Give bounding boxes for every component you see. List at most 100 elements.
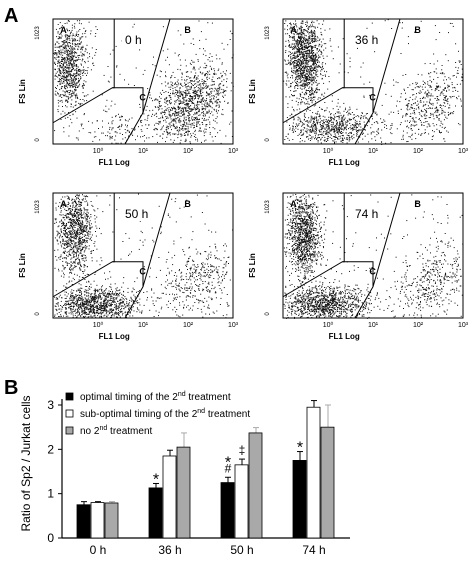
scatter-point [68, 46, 70, 48]
scatter-point [74, 230, 76, 232]
scatter-point [297, 70, 299, 72]
scatter-point [205, 74, 207, 76]
scatter-point [67, 76, 69, 78]
scatter-point [75, 101, 77, 103]
scatter-point [165, 102, 167, 104]
scatter-point [215, 54, 217, 56]
scatter-point [343, 110, 345, 112]
scatter-point [164, 98, 165, 100]
scatter-point [145, 124, 147, 126]
scatter-point [345, 132, 347, 134]
scatter-point [69, 248, 71, 250]
scatter-point [318, 64, 320, 66]
scatter-point [428, 84, 430, 86]
scatter-point [289, 44, 291, 46]
scatter-point [334, 133, 336, 135]
scatter-point [428, 91, 430, 93]
scatter-point [384, 120, 386, 122]
scatter-point [333, 119, 335, 121]
scatter-point [376, 134, 378, 136]
scatter-point [186, 79, 188, 80]
scatter-point [188, 103, 190, 105]
scatter-point [299, 48, 300, 50]
scatter-point [78, 75, 80, 76]
scatter-point [78, 194, 80, 196]
scatter-point [224, 73, 226, 74]
scatter-point [229, 123, 231, 125]
scatter-point [170, 98, 172, 100]
scatter-point [369, 94, 371, 96]
scatter-point [168, 132, 170, 134]
scatter-point [436, 124, 438, 126]
scatter-point [67, 75, 69, 76]
scatter-point [304, 127, 306, 129]
scatter-point [65, 36, 67, 38]
scatter-point [343, 127, 345, 129]
scatter-point [314, 137, 316, 139]
scatter-point [69, 73, 71, 75]
scatter-point [322, 38, 324, 40]
scatter-point [347, 139, 349, 141]
scatter-point [315, 135, 316, 137]
scatter-point [92, 63, 94, 65]
scatter-point [180, 133, 182, 135]
scatter-point [199, 114, 201, 116]
scatter-point [288, 61, 290, 63]
scatter-point [414, 124, 416, 126]
scatter-point [350, 128, 352, 130]
scatter-point [165, 121, 167, 123]
scatter-point [81, 225, 83, 227]
scatter-point [187, 103, 189, 104]
scatter-point [81, 60, 83, 62]
scatter-point [393, 111, 395, 113]
scatter-point [443, 138, 445, 140]
scatter-point [416, 82, 418, 84]
scatter-point [65, 67, 67, 68]
scatter-point [284, 71, 286, 73]
scatter-point [298, 56, 299, 57]
scatter-point [298, 52, 300, 54]
scatter-point [62, 77, 64, 79]
scatter-point [94, 35, 96, 37]
scatter-point [440, 132, 441, 134]
scatter-point [175, 112, 177, 114]
scatter-point [418, 112, 420, 113]
scatter-point [194, 96, 196, 97]
scatter-point [309, 134, 311, 136]
scatter-point [205, 119, 207, 121]
scatter-point [63, 127, 65, 129]
scatter-point [159, 122, 161, 124]
scatter-point [331, 126, 333, 128]
scatter-point [321, 136, 323, 138]
scatter-point [299, 33, 301, 35]
scatter-point [213, 98, 215, 100]
scatter-point [74, 27, 76, 29]
scatter-point [327, 126, 329, 128]
scatter-point [65, 59, 67, 61]
scatter-point [75, 89, 77, 90]
scatter-point [320, 70, 322, 72]
scatter-point [193, 92, 194, 94]
scatter-point [406, 141, 408, 143]
scatter-point [69, 62, 71, 64]
scatter-point [172, 113, 174, 115]
scatter-point [301, 32, 303, 34]
scatter-point [192, 92, 194, 94]
scatter-point [69, 221, 71, 223]
scatter-point [183, 100, 185, 102]
scatter-point [162, 116, 163, 118]
scatter-point [311, 79, 313, 81]
scatter-point [324, 29, 326, 31]
scatter-point [204, 75, 206, 77]
scatter-point [376, 130, 378, 132]
scatter-point [447, 111, 449, 113]
scatter-point [338, 118, 340, 120]
scatter-point [219, 86, 221, 88]
scatter-point [77, 55, 79, 57]
scatter-point [174, 95, 176, 97]
scatter-point [83, 100, 85, 102]
scatter-point [307, 121, 309, 123]
scatter-point [427, 123, 429, 125]
scatter-point [66, 82, 68, 84]
scatter-point [313, 82, 315, 84]
